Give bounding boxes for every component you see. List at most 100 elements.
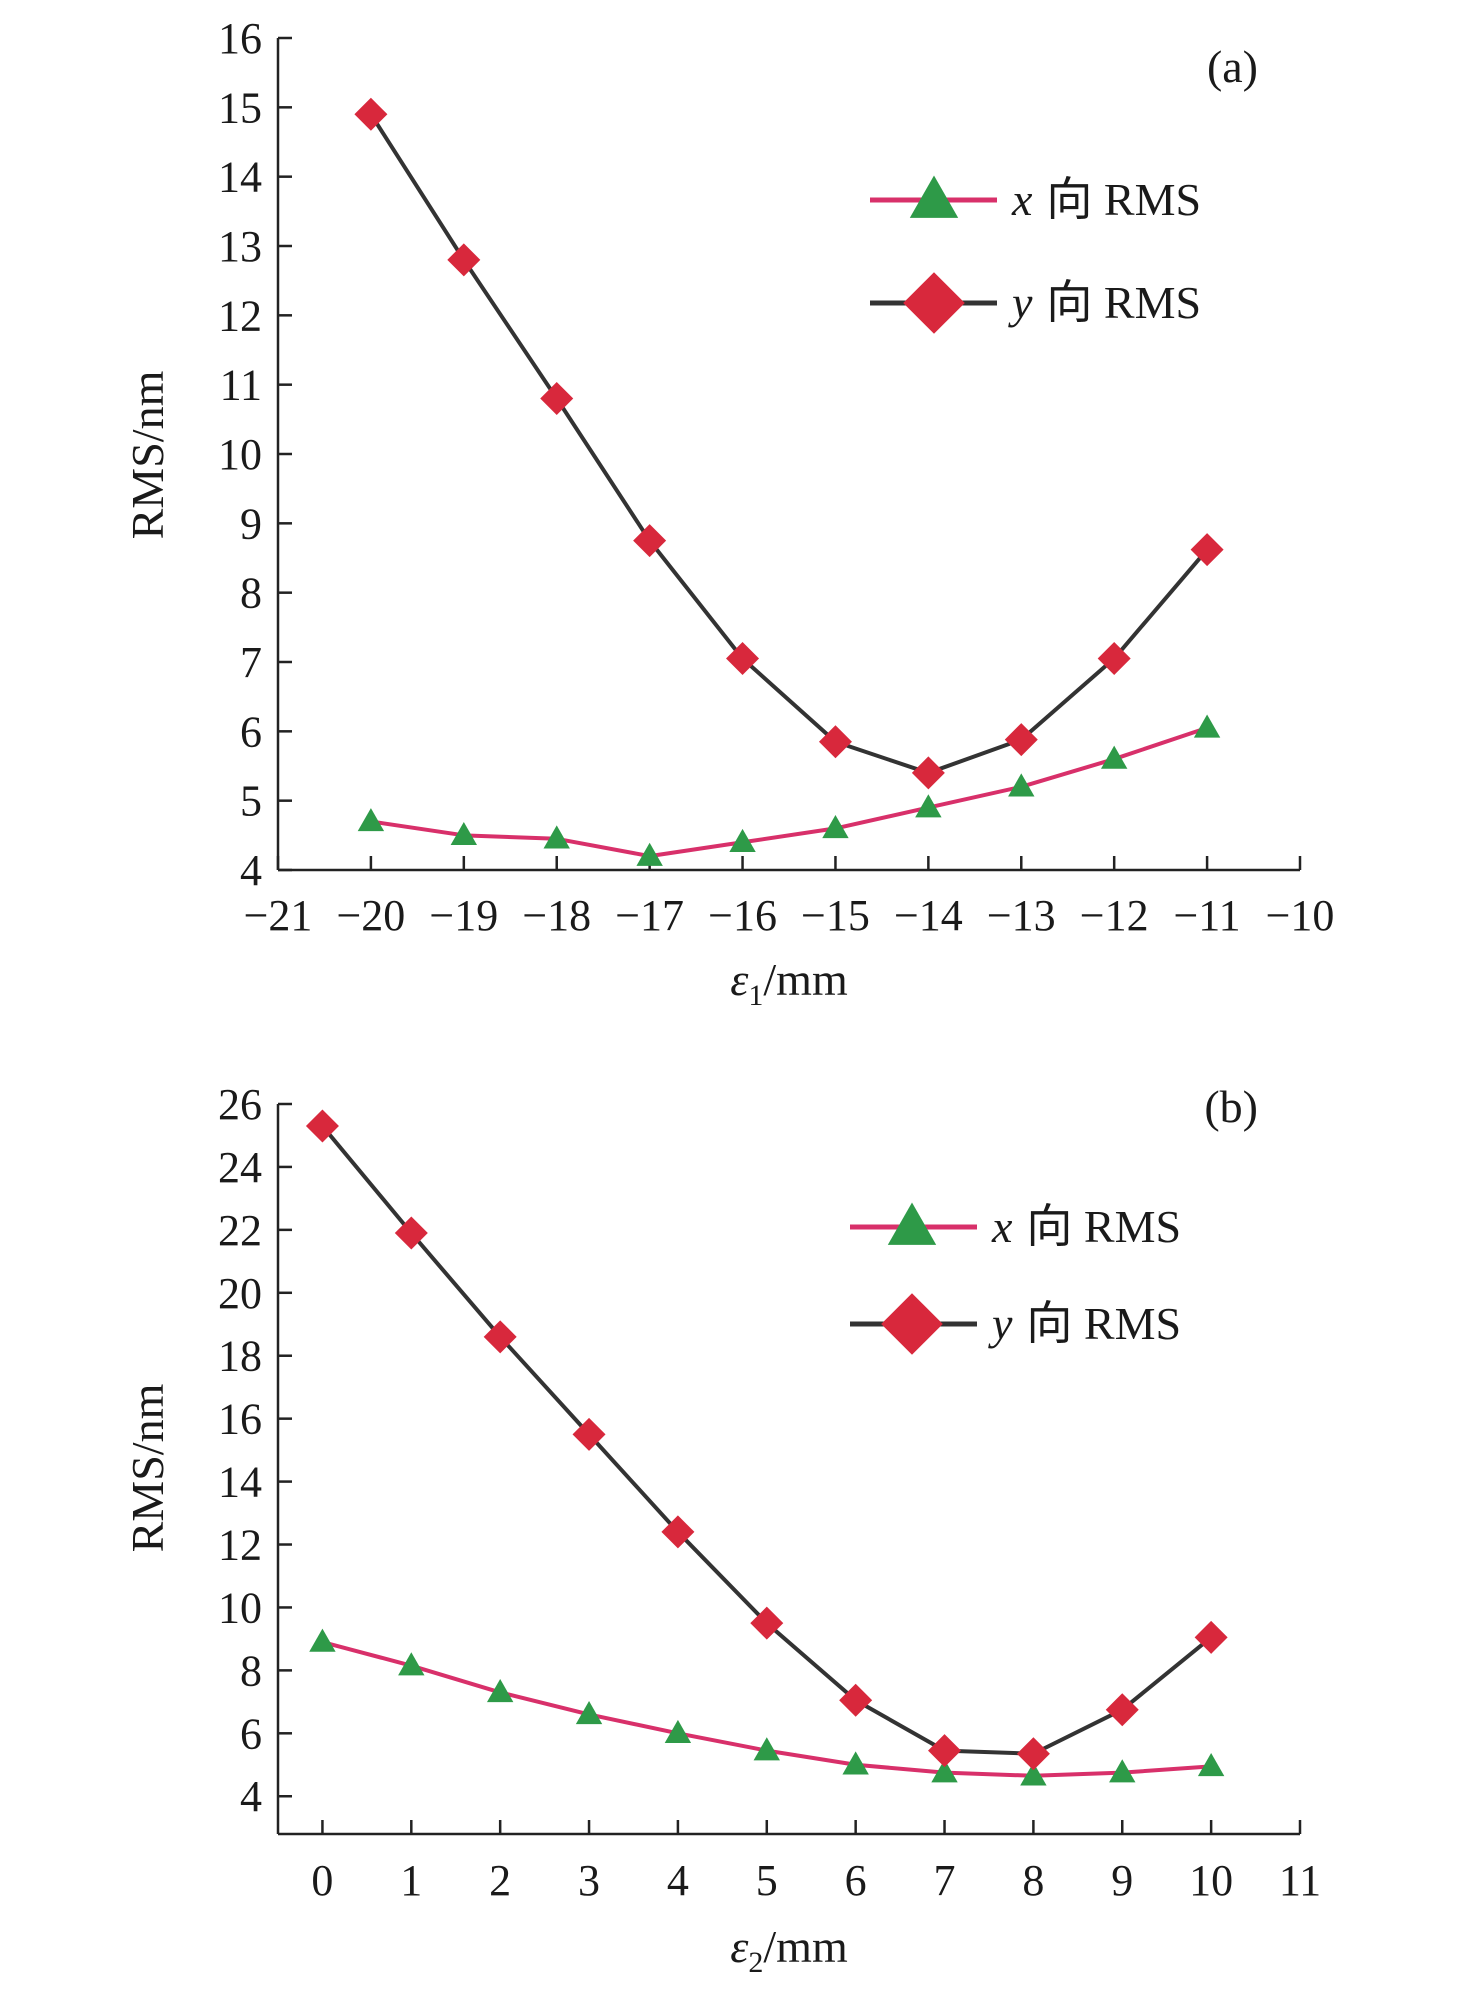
- x-tick-label: −14: [894, 891, 963, 940]
- y-tick-label: 8: [240, 1646, 262, 1695]
- series-y-point: [354, 97, 388, 131]
- y-tick-label: 12: [218, 291, 262, 340]
- x-axis-title-subscript: 2: [748, 1946, 763, 1979]
- y-tick-label: 15: [218, 83, 262, 132]
- x-tick-label: 2: [489, 1856, 511, 1905]
- y-tick-label: 18: [218, 1332, 262, 1381]
- series-y-point: [633, 524, 667, 558]
- chart-panel-a: 4 5 6 7 8 9 10 11 12 13 14 15 16 −21 −20 −19 −18 −17 −16 −1…: [122, 14, 1334, 1012]
- y-tick-label: 16: [218, 1395, 262, 1444]
- x-tick-label: −16: [708, 891, 777, 940]
- y-tick-label: 24: [218, 1143, 262, 1192]
- y-tick-label: 12: [218, 1521, 262, 1570]
- y-tick-label: 16: [218, 14, 262, 63]
- series-x-point: [309, 1628, 336, 1652]
- x-tick-label: 11: [1279, 1856, 1321, 1905]
- series-x-point: [664, 1719, 692, 1744]
- legend-triangle-marker: [909, 175, 959, 218]
- legend-label-variable: x: [991, 1201, 1013, 1252]
- y-tick-label: 6: [240, 707, 262, 756]
- panel-label: (b): [1204, 1081, 1258, 1132]
- series-x-point: [822, 815, 849, 839]
- x-tick-label: 10: [1189, 1856, 1233, 1905]
- series-x-point: [729, 828, 756, 852]
- legend-diamond-marker: [881, 1293, 943, 1355]
- series-x-point: [357, 808, 385, 832]
- x-axis-title: ε2/mm: [730, 1921, 848, 1979]
- y-tick-label: 6: [240, 1709, 262, 1758]
- series-y-point: [818, 725, 852, 759]
- y-tick-label: 22: [218, 1206, 262, 1255]
- legend-label-variable: y: [988, 1298, 1013, 1349]
- y-tick-label: 7: [240, 638, 262, 687]
- x-tick-label: −17: [615, 891, 684, 940]
- series-x-point: [636, 842, 663, 866]
- x-tick-label: 6: [845, 1856, 867, 1905]
- y-tick-label: 14: [218, 1458, 262, 1507]
- y-tick-label: 4: [240, 1772, 262, 1821]
- x-axis-title-unit: /mm: [763, 1921, 848, 1972]
- legend: x 向 RMS y 向 RMS: [870, 174, 1201, 334]
- x-tick-label: −18: [522, 891, 591, 940]
- x-tick-label: −11: [1173, 891, 1240, 940]
- series-y-point: [1016, 1737, 1050, 1771]
- series-y-point: [1004, 723, 1038, 757]
- series-y-point: [839, 1683, 873, 1717]
- y-tick-label: 4: [240, 846, 262, 895]
- y-tick-label: 8: [240, 569, 262, 618]
- legend-label-y: y 向 RMS: [988, 1298, 1181, 1349]
- legend-label-text: 向 RMS: [1026, 1298, 1181, 1349]
- y-tick-label: 10: [218, 430, 262, 479]
- series-y-point: [447, 243, 481, 277]
- series-y-point: [726, 642, 760, 676]
- series-x-point: [931, 1759, 958, 1783]
- x-tick-label: −12: [1080, 891, 1149, 940]
- series-y-line: [369, 113, 1209, 775]
- y-tick-label: 9: [240, 499, 262, 548]
- legend-label-text: 向 RMS: [1046, 277, 1201, 328]
- series-x-line: [370, 725, 1208, 859]
- legend-label-x: x 向 RMS: [991, 1201, 1181, 1252]
- x-axis-title-subscript: 1: [748, 979, 763, 1012]
- legend-label-x: x 向 RMS: [1011, 174, 1201, 225]
- legend-label-text: 向 RMS: [1026, 1201, 1181, 1252]
- series-y-point: [483, 1320, 517, 1354]
- x-axis-title: ε1/mm: [730, 954, 848, 1012]
- y-tick-label: 11: [220, 361, 262, 410]
- series-x-point: [1008, 773, 1035, 797]
- series-x-point: [398, 1652, 425, 1676]
- y-axis-title: RMS/nm: [122, 370, 173, 539]
- x-tick-label: 8: [1022, 1856, 1044, 1905]
- x-tick-label: 1: [400, 1856, 422, 1905]
- series-x-point: [543, 825, 570, 849]
- x-tick-label: −20: [336, 891, 405, 940]
- series-y-point: [1097, 642, 1131, 676]
- x-tick-label: 3: [578, 1856, 600, 1905]
- panel-label: (a): [1207, 41, 1258, 92]
- x-axis-title-variable: ε: [730, 954, 749, 1005]
- y-tick-label: 20: [218, 1269, 262, 1318]
- series-x-point: [842, 1751, 869, 1775]
- x-axis-title-unit: /mm: [763, 954, 848, 1005]
- series-y-point: [305, 1109, 339, 1143]
- series-y-point: [1105, 1693, 1139, 1727]
- y-tick-label: 13: [218, 222, 262, 271]
- legend-label-text: 向 RMS: [1046, 174, 1201, 225]
- legend-label-variable: x: [1011, 174, 1033, 225]
- series-x-point: [1109, 1759, 1136, 1783]
- y-tick-label: 14: [218, 153, 262, 202]
- series-y-point: [928, 1734, 962, 1768]
- series-x-point: [1020, 1762, 1047, 1786]
- series-y-point: [540, 382, 574, 416]
- x-tick-label: −15: [801, 891, 870, 940]
- series-y-point: [572, 1417, 606, 1451]
- x-tick-label: 5: [756, 1856, 778, 1905]
- series-x-point: [450, 821, 478, 846]
- legend-label-y: y 向 RMS: [1008, 277, 1201, 328]
- series-y-point: [750, 1606, 784, 1640]
- x-axis-title-variable: ε: [730, 1921, 749, 1972]
- series-y-point: [1194, 1620, 1228, 1654]
- x-tick-label: −13: [987, 891, 1056, 940]
- legend: x 向 RMS y 向 RMS: [850, 1201, 1181, 1355]
